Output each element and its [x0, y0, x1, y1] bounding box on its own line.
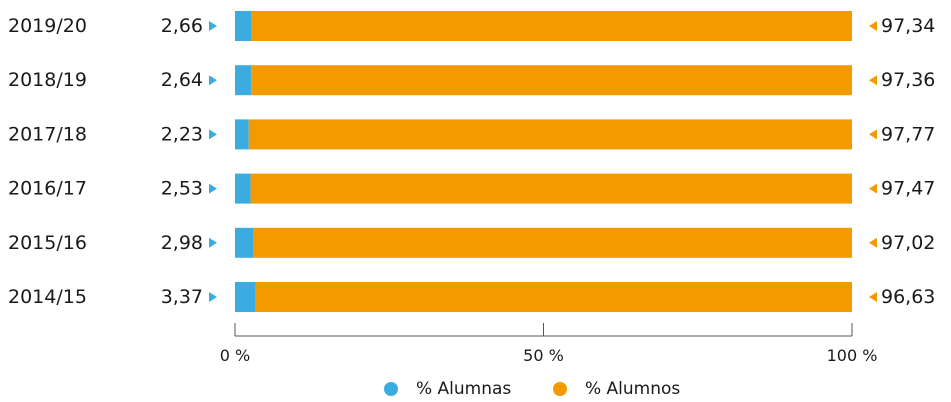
bar-segment-alumnas [235, 65, 252, 96]
value-label-alumnas: 2,64 [161, 69, 203, 91]
bar-segment-alumnos [250, 173, 852, 204]
value-label-alumnos: 97,36 [881, 69, 935, 91]
value-label-alumnas: 3,37 [161, 286, 203, 308]
bar-segment-alumnas [235, 282, 256, 312]
bar-row: 2016/17 2,53 97,47 [8, 173, 935, 204]
value-label-alumnos: 97,77 [881, 123, 935, 145]
bar-segment-alumnas [235, 227, 254, 258]
bar-segment-alumnas [235, 11, 252, 41]
legend-label: % Alumnos [585, 379, 680, 399]
pointer-left-icon [869, 21, 877, 31]
bar-segment-alumnos [255, 282, 852, 312]
value-label-alumnas: 2,66 [161, 15, 203, 37]
pointer-left-icon [869, 129, 877, 140]
legend-item: % Alumnos [553, 379, 680, 399]
pointer-right-icon [209, 75, 217, 86]
category-label: 2015/16 [8, 232, 87, 254]
pointer-right-icon [209, 183, 217, 194]
pointer-left-icon [869, 183, 877, 194]
bar-segment-alumnas [235, 173, 251, 204]
value-label-alumnos: 96,63 [881, 286, 935, 308]
bar-row: 2015/16 2,98 97,02 [8, 227, 935, 258]
pointer-left-icon [869, 75, 877, 86]
pointer-right-icon [209, 292, 217, 302]
value-label-alumnas: 2,53 [161, 178, 203, 200]
category-label: 2014/15 [8, 286, 87, 308]
category-label: 2017/18 [8, 123, 87, 145]
legend-item: % Alumnas [384, 379, 511, 399]
bar-row: 2018/19 2,64 97,36 [8, 65, 935, 96]
category-label: 2019/20 [8, 15, 87, 37]
legend-label: % Alumnas [416, 379, 511, 399]
category-label: 2016/17 [8, 178, 87, 200]
legend-swatch [384, 382, 398, 396]
x-tick-label: 50 % [523, 346, 564, 365]
x-axis: 0 % 50 % 100 % [220, 323, 878, 365]
x-tick-label: 0 % [220, 346, 250, 365]
pointer-left-icon [869, 237, 877, 248]
bar-row: 2014/15 3,37 96,63 [8, 282, 935, 312]
value-label-alumnas: 2,23 [161, 123, 203, 145]
legend-swatch [553, 382, 567, 396]
value-label-alumnas: 2,98 [161, 232, 203, 254]
bar-segment-alumnos [251, 11, 852, 41]
x-tick-label: 100 % [827, 346, 878, 365]
bar-segment-alumnas [235, 119, 249, 150]
value-label-alumnos: 97,47 [881, 178, 935, 200]
bar-row: 2019/20 2,66 97,34 [8, 11, 935, 41]
pointer-right-icon [209, 237, 217, 248]
bar-segment-alumnos [251, 65, 852, 96]
pointer-right-icon [209, 129, 217, 140]
bar-segment-alumnos [248, 119, 852, 150]
category-label: 2018/19 [8, 69, 87, 91]
bar-segment-alumnos [253, 227, 852, 258]
chart-legend: % Alumnas % Alumnos [384, 379, 680, 399]
pointer-left-icon [869, 292, 877, 302]
value-label-alumnos: 97,34 [881, 15, 935, 37]
pointer-right-icon [209, 21, 217, 31]
bar-row: 2017/18 2,23 97,77 [8, 119, 935, 150]
value-label-alumnos: 97,02 [881, 232, 935, 254]
